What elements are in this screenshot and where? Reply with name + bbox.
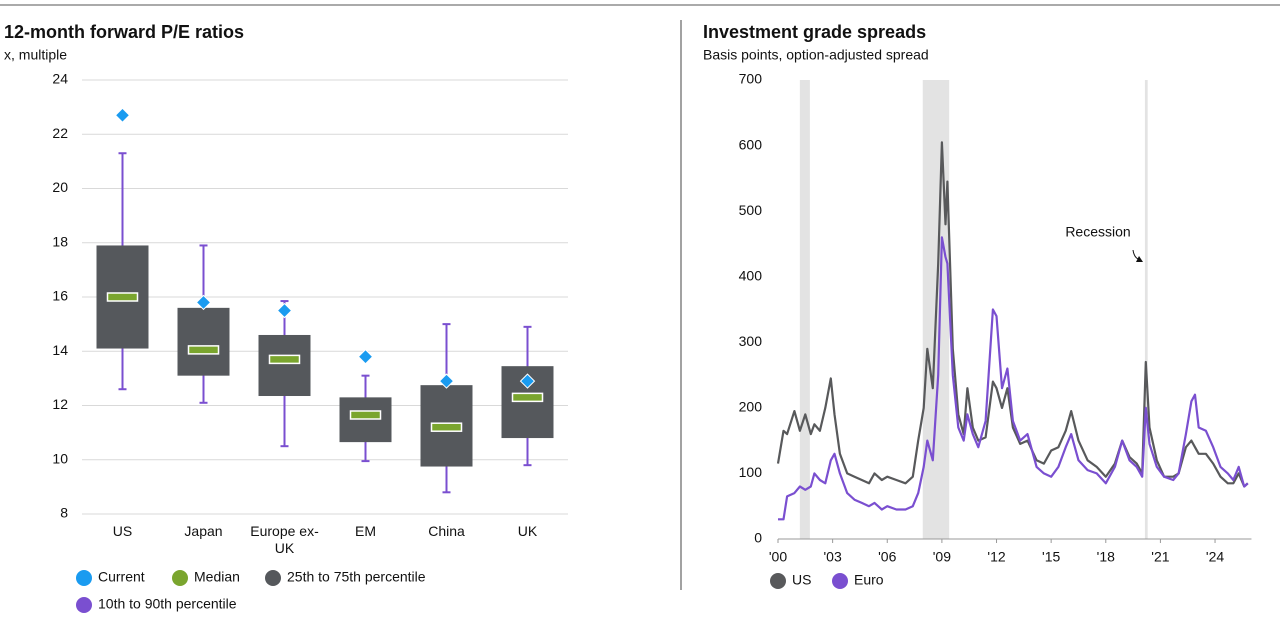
legend-label: Median [194,569,240,585]
y-tick-label: 12 [52,396,68,412]
median [511,392,544,403]
current-marker [438,373,455,389]
y-tick-label: 700 [739,71,763,87]
x-tick-label-box: EM [355,523,376,539]
x-tick-label: Europe ex-UK [250,523,319,556]
x-tick-label: US [112,523,133,539]
chart-title: 12-month forward P/E ratios [4,22,244,42]
x-tick-label-box: Europe ex-UK [250,523,319,556]
series-line [776,141,1249,488]
series-line [778,236,1249,521]
x-tick-label: UK [517,523,538,539]
legend-swatch [76,597,92,613]
legend-swatch [770,573,786,589]
y-tick-label: 24 [52,71,68,87]
y-tick-label: 14 [52,342,68,358]
legend-label: 10th to 90th percentile [98,596,237,612]
recession-band [799,80,810,539]
chart-title: Investment grade spreads [703,22,926,42]
y-tick-label: 500 [739,202,763,218]
annotation: Recession [1065,224,1130,240]
legend-swatch [76,570,92,586]
y-tick-label: 600 [739,136,763,152]
x-tick-label: '12 [987,549,1005,565]
legend-label: US [792,572,811,588]
x-tick-label: '18 [1097,549,1115,565]
current-marker [276,302,293,319]
chart-subtitle: Basis points, option-adjusted spread [703,47,929,63]
x-tick-label: '06 [878,549,896,565]
legend-label: 25th to 75th percentile [287,569,426,585]
legend-label: Current [98,569,145,585]
median [187,345,220,355]
x-tick-label-box: Japan [184,523,223,539]
legend-swatch [265,570,281,586]
x-tick-label-box: China [428,523,465,539]
y-tick-label: 22 [52,125,68,141]
y-tick-label: 16 [52,288,68,304]
current-marker [114,107,131,123]
y-tick-label: 20 [52,179,68,195]
box [177,307,230,376]
y-tick-label: 400 [739,267,763,283]
y-tick-label: 100 [739,464,763,480]
x-tick-label: EM [355,523,376,539]
box [258,334,311,397]
x-tick-label: '15 [1042,549,1060,565]
x-tick-label: China [428,523,465,539]
x-tick-label: '09 [933,549,951,565]
median [106,292,139,302]
y-tick-label: 0 [754,530,762,546]
x-tick-label: '21 [1151,549,1169,565]
current-marker [357,348,374,365]
annotation-arrowhead [1136,256,1143,262]
median [430,422,463,432]
y-tick-label: 10 [52,450,68,466]
y-tick-label: 300 [739,333,763,349]
y-tick-label: 200 [739,399,763,415]
recession-band [1144,80,1148,539]
x-tick-label: '00 [769,549,787,565]
x-tick-label: Japan [184,523,223,539]
y-tick-label: 8 [60,505,68,521]
current-marker [519,373,536,389]
x-tick-label: '03 [824,549,842,565]
current-marker [195,294,212,311]
x-tick-label-box: UK [517,523,538,539]
legend-swatch [832,573,848,589]
x-tick-label: '24 [1206,549,1224,565]
x-tick-label-box: US [112,523,133,539]
y-tick-label: 18 [52,233,68,249]
legend-label: Euro [854,572,884,588]
legend-swatch [172,570,188,586]
median [349,410,382,420]
chart-subtitle: x, multiple [4,47,67,63]
median [268,354,301,365]
